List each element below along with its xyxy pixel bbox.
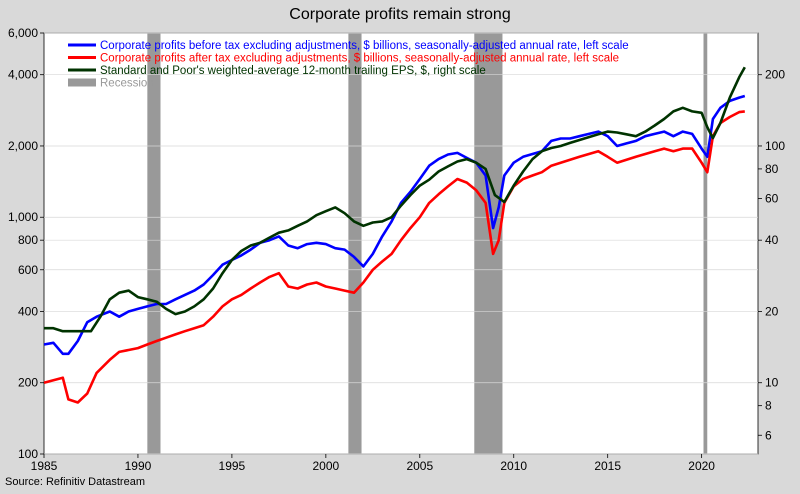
plot-area xyxy=(43,32,759,455)
left-tick-label: 6,000 xyxy=(8,26,38,40)
left-tick-label: 2,000 xyxy=(8,139,38,153)
left-tick-label: 100 xyxy=(18,447,38,461)
series-line-3 xyxy=(44,66,746,333)
right-tick-label: 6 xyxy=(765,428,772,442)
left-tick-label: 200 xyxy=(18,376,38,390)
legend-label: Corporate profits before tax excluding a… xyxy=(100,40,629,52)
x-tick-label: 1990 xyxy=(125,459,152,473)
x-tick-label: 2000 xyxy=(312,459,339,473)
right-tick-label: 80 xyxy=(765,162,779,176)
left-tick-label: 800 xyxy=(18,233,38,247)
right-tick-label: 100 xyxy=(765,139,785,153)
legend-label: Recession xyxy=(100,78,154,90)
axes: 1985 1990 1995 2000 2005 2010 2015 202010020040… xyxy=(8,26,785,473)
left-tick-label: 600 xyxy=(18,263,38,277)
x-tick-label: 2020 xyxy=(688,459,715,473)
x-tick-label: 2010 xyxy=(500,459,527,473)
right-tick-label: 200 xyxy=(765,68,785,82)
series-lines xyxy=(43,66,746,404)
right-tick-label: 8 xyxy=(765,399,772,413)
recession-band xyxy=(703,33,708,454)
x-tick-label: 2015 xyxy=(594,459,621,473)
left-tick-label: 400 xyxy=(18,304,38,318)
source-note: Source: Refinitiv Datastream xyxy=(5,476,145,488)
right-tick-label: 40 xyxy=(765,233,779,247)
series-line-1 xyxy=(43,94,746,356)
chart-title: Corporate profits remain strong xyxy=(289,6,511,23)
right-tick-label: 20 xyxy=(765,304,779,318)
left-tick-label: 4,000 xyxy=(8,68,38,82)
left-tick-label: 1,000 xyxy=(8,210,38,224)
x-tick-label: 2005 xyxy=(406,459,433,473)
right-tick-label: 60 xyxy=(765,191,779,205)
x-tick-label: 1985 xyxy=(31,459,58,473)
recession-band xyxy=(348,33,362,454)
series-line-2 xyxy=(43,110,745,404)
legend: Corporate profits before tax excluding a… xyxy=(68,40,629,90)
right-tick-label: 10 xyxy=(765,376,779,390)
x-tick-label: 1995 xyxy=(219,459,246,473)
recession-band xyxy=(147,33,161,454)
grid xyxy=(44,32,758,455)
legend-label: Corporate profits after tax excluding ad… xyxy=(100,53,619,65)
legend-label: Standard and Poor's weighted-average 12-… xyxy=(100,65,486,77)
